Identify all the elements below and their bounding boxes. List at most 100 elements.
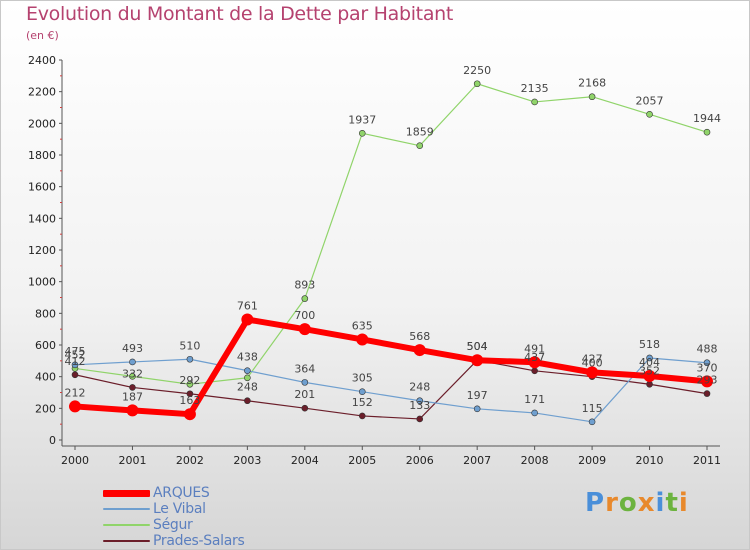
y-tick-label: 1600 (28, 181, 56, 194)
data-point-le-vibal (358, 388, 366, 396)
legend-label-segur: Ségur (153, 517, 193, 533)
y-tick-label: 2000 (28, 117, 56, 130)
chart-title: Evolution du Montant de la Dette par Hab… (26, 3, 454, 25)
y-tick-label: 800 (35, 307, 56, 320)
y-tick-label: 1000 (28, 276, 56, 289)
legend-label-le-vibal: Le Vibal (153, 501, 206, 517)
legend-swatch-arques (103, 490, 150, 497)
data-point-le-vibal (473, 405, 481, 413)
data-label-arques: 187 (122, 390, 143, 403)
logo-letter: r (605, 488, 619, 518)
data-point-le-vibal (244, 367, 251, 374)
y-tick-label: 2200 (28, 86, 56, 99)
data-label-arques: 700 (294, 309, 315, 322)
data-label-arques: 635 (352, 319, 373, 332)
data-point-le-vibal (588, 418, 596, 426)
data-label-le-vibal: 364 (294, 362, 315, 375)
data-point-arques (471, 354, 484, 367)
x-tick-label: 2002 (176, 454, 204, 467)
data-point-arques (528, 356, 541, 369)
data-label-prades-salars: 248 (237, 381, 258, 394)
data-point-arques (413, 344, 426, 357)
legend-swatch-prades-salars (103, 540, 150, 542)
data-point-prades-salars (71, 371, 79, 379)
data-label-arques: 491 (524, 342, 545, 355)
y-tick-label: 2400 (28, 54, 56, 67)
data-point-segur (703, 128, 711, 136)
data-point-prades-salars (703, 390, 711, 397)
data-point-le-vibal (703, 359, 711, 367)
data-point-segur (531, 98, 538, 106)
data-point-prades-salars (129, 384, 136, 391)
data-point-le-vibal (646, 354, 653, 362)
data-point-le-vibal (301, 379, 309, 386)
data-label-segur: 893 (294, 279, 315, 292)
legend-swatch-le-vibal (103, 508, 150, 510)
data-label-le-vibal: 115 (582, 402, 603, 415)
logo-letter: P (585, 488, 606, 518)
data-label-arques: 370 (697, 361, 718, 374)
data-label-le-vibal: 171 (524, 393, 545, 406)
y-tick-label: 1200 (28, 244, 56, 257)
data-point-prades-salars (244, 397, 251, 405)
x-tick-label: 2007 (463, 454, 491, 467)
x-tick-label: 2000 (61, 454, 89, 467)
data-point-prades-salars (301, 404, 309, 412)
data-point-le-vibal (129, 358, 136, 366)
data-point-arques (183, 408, 196, 421)
data-point-segur (129, 373, 136, 380)
logo-letter: t (665, 488, 679, 518)
data-label-prades-salars: 293 (697, 374, 718, 387)
data-point-segur (473, 80, 481, 88)
data-label-le-vibal: 510 (179, 339, 200, 352)
data-label-le-vibal: 248 (409, 381, 430, 394)
data-point-arques (126, 404, 139, 417)
x-tick-label: 2003 (233, 454, 261, 467)
data-point-arques (356, 333, 369, 346)
series-line-prades-salars (74, 359, 708, 420)
data-label-prades-salars: 201 (294, 388, 315, 401)
x-tick-label: 2006 (406, 454, 434, 467)
x-tick-label: 2009 (578, 454, 606, 467)
data-label-le-vibal: 493 (122, 342, 143, 355)
x-tick-label: 2001 (118, 454, 146, 467)
legend-label-prades-salars: Prades-Salars (153, 533, 245, 549)
data-label-le-vibal: 305 (352, 372, 373, 385)
data-label-arques: 212 (65, 386, 86, 399)
data-label-prades-salars: 332 (122, 367, 143, 380)
data-point-segur (186, 380, 194, 388)
data-point-arques (701, 375, 713, 388)
data-label-arques: 163 (179, 394, 200, 407)
data-label-segur: 452 (65, 348, 86, 361)
y-tick-label: 1800 (28, 149, 56, 162)
data-point-le-vibal (416, 397, 424, 405)
data-label-le-vibal: 438 (237, 351, 258, 364)
x-tick-label: 2005 (348, 454, 376, 467)
data-label-prades-salars: 133 (409, 399, 430, 412)
data-label-le-vibal: 197 (467, 389, 488, 402)
x-tick-label: 2004 (291, 454, 319, 467)
data-label-arques: 568 (409, 330, 430, 343)
data-point-le-vibal (186, 355, 194, 363)
chart-unit-subtitle: (en €) (26, 29, 59, 42)
data-label-prades-salars: 400 (582, 357, 603, 370)
data-label-prades-salars: 437 (524, 351, 545, 364)
y-tick-label: 600 (35, 339, 56, 352)
data-point-arques (298, 323, 311, 336)
data-point-prades-salars (646, 380, 653, 388)
data-label-arques: 404 (639, 356, 660, 369)
data-point-arques (241, 313, 254, 326)
data-label-le-vibal: 475 (65, 345, 86, 358)
data-point-segur (416, 142, 424, 149)
data-point-prades-salars (358, 412, 366, 420)
series-line-segur (74, 83, 708, 385)
data-point-prades-salars (531, 367, 538, 375)
logo-letter: o (618, 488, 638, 518)
data-point-arques (586, 366, 599, 379)
data-label-le-vibal: 488 (697, 343, 718, 356)
series-line-le-vibal (74, 357, 708, 423)
y-tick-label: 200 (35, 402, 56, 415)
y-tick-label: 1400 (28, 212, 56, 225)
data-label-segur: 2250 (463, 64, 491, 77)
